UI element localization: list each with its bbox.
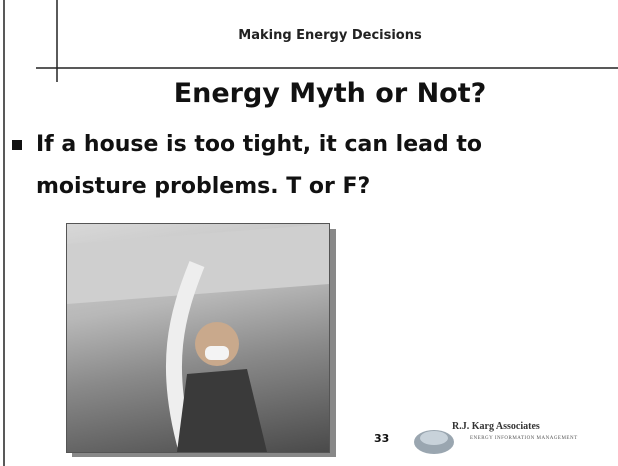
photo-sketch xyxy=(67,224,329,452)
page-number: 33 xyxy=(374,432,389,445)
logo-name: R.J. Karg Associates xyxy=(452,421,540,432)
photo xyxy=(66,223,330,453)
title: Energy Myth or Not? xyxy=(60,78,600,109)
bullet-marker xyxy=(12,140,22,150)
bullet-text: If a house is too tight, it can lead to … xyxy=(36,124,596,208)
header: Making Energy Decisions xyxy=(60,28,600,43)
logo-subtitle: Energy Information Management xyxy=(470,436,578,441)
slide: Making Energy Decisions Energy Myth or N… xyxy=(0,0,618,466)
